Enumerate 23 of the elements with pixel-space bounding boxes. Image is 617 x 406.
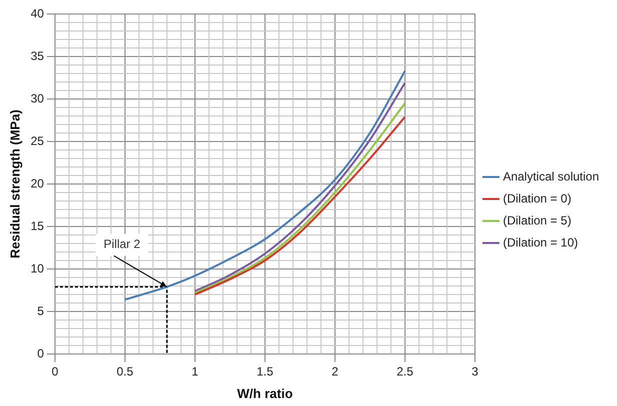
x-tick-label: 2: [332, 364, 339, 379]
x-tick-label: 0: [52, 364, 59, 379]
y-tick-label: 5: [37, 304, 44, 318]
y-tick-label: 10: [30, 261, 44, 276]
y-axis-title: Residual strength (MPa): [7, 110, 22, 258]
legend-label: (Dilation = 5): [502, 213, 572, 228]
x-tick-label: 1.5: [256, 364, 274, 379]
y-tick-label: 15: [30, 218, 44, 233]
x-tick-label: 2.5: [396, 364, 414, 379]
x-tick-label: 3: [472, 364, 479, 379]
x-tick-label: 0.5: [116, 364, 134, 379]
y-tick-label: 20: [30, 176, 44, 190]
legend-label: Analytical solution: [502, 169, 600, 184]
legend-label: (Dilation = 10): [502, 235, 578, 250]
x-tick-label: 1: [192, 364, 199, 379]
y-tick-label: 40: [30, 6, 44, 20]
y-tick-label: 30: [30, 91, 44, 106]
annotation: Pillar 2: [104, 237, 141, 252]
y-tick-label: 0: [37, 346, 44, 360]
x-axis-title: W/h ratio: [237, 386, 293, 401]
y-tick-label: 35: [30, 48, 44, 63]
y-tick-label: 25: [30, 134, 44, 148]
legend-label: (Dilation = 0): [502, 191, 572, 206]
